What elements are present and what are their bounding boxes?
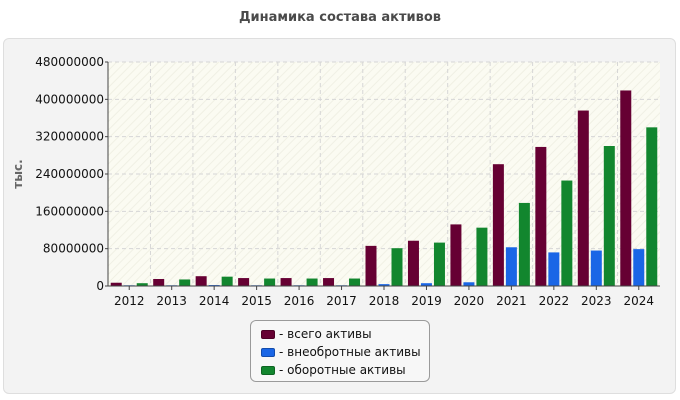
y-tick-label: 80000000 [43,242,104,256]
bar-total [323,278,335,286]
bar-current [264,278,276,286]
bar-total [365,245,377,286]
bar-current [306,278,318,286]
bar-current [476,227,488,286]
bar-current [561,180,573,286]
bar-noncurrent [378,284,390,286]
legend-label-noncurrent: - внеобротные активы [279,345,421,359]
bar-noncurrent [463,282,475,286]
y-tick-label: 240000000 [35,167,104,181]
bar-total [450,224,462,286]
bar-current [433,242,445,286]
bar-current [136,283,148,286]
chart-title: Динамика состава активов [238,10,442,25]
bar-total [535,146,547,286]
bar-total [153,279,165,286]
bar-current [179,279,191,286]
bar-noncurrent [590,250,602,286]
y-tick-label: 0 [96,279,104,293]
legend-label-total: - всего активы [279,327,372,341]
bar-total [492,164,504,286]
x-tick-label: 2018 [369,294,400,308]
bar-current [221,276,233,286]
legend-item-total: - всего активы [251,325,429,343]
bar-total [280,278,292,286]
legend-swatch-total [261,329,275,339]
bar-total [407,240,419,286]
bar-total [238,278,250,286]
x-tick-label: 2022 [539,294,570,308]
x-tick-label: 2017 [326,294,357,308]
x-tick-label: 2019 [411,294,442,308]
x-tick-label: 2013 [156,294,187,308]
bar-current [349,278,361,286]
y-axis-label: тыс. [11,159,25,188]
y-tick-label: 160000000 [35,204,104,218]
y-tick-label: 480000000 [35,55,104,69]
bar-noncurrent [548,252,560,286]
legend-swatch-noncurrent [261,347,275,357]
x-tick-label: 2014 [199,294,230,308]
legend-swatch-current [261,365,275,375]
bar-total [195,276,207,286]
bar-current [518,202,530,286]
bar-noncurrent [505,247,517,286]
y-tick-label: 400000000 [35,92,104,106]
x-tick-label: 2020 [454,294,485,308]
x-tick-label: 2023 [581,294,612,308]
x-tick-label: 2012 [114,294,145,308]
bar-total [577,110,589,287]
bar-total [620,90,632,286]
x-tick-label: 2015 [241,294,272,308]
y-tick-label: 320000000 [35,130,104,144]
x-tick-label: 2024 [623,294,654,308]
bar-noncurrent [633,249,645,286]
legend: - всего активы - внеобротные активы - об… [250,320,430,382]
legend-item-noncurrent: - внеобротные активы [251,343,429,361]
legend-item-current: - оборотные активы [251,361,429,379]
bar-noncurrent [420,283,432,286]
bar-current [603,146,615,286]
bar-current [391,248,403,286]
bar-current [646,127,658,286]
bar-total [110,282,122,286]
x-tick-label: 2016 [284,294,315,308]
legend-label-current: - оборотные активы [279,363,406,377]
x-tick-label: 2021 [496,294,527,308]
